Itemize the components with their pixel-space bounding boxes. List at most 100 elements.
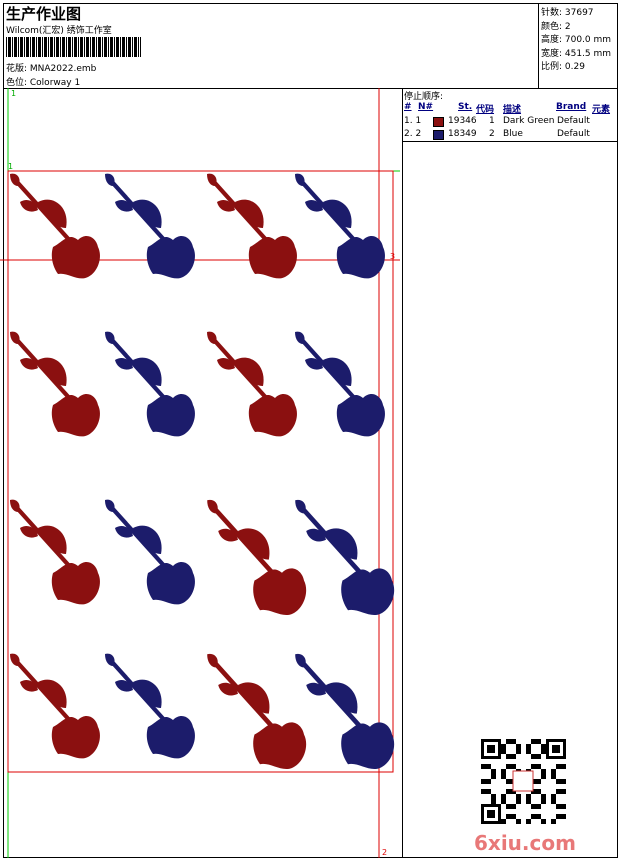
qr-cell bbox=[551, 799, 556, 804]
barcode-bar bbox=[8, 37, 11, 57]
info-line: 比例: 0.29 bbox=[541, 62, 585, 72]
barcode-bar bbox=[32, 37, 35, 57]
qr-cell bbox=[506, 779, 511, 784]
table-header: 描述 bbox=[503, 105, 522, 115]
qr-cell bbox=[541, 774, 546, 779]
qr-cell bbox=[536, 739, 541, 744]
row-code: 1 bbox=[489, 116, 495, 126]
barcode-bar bbox=[80, 37, 83, 57]
company: Wilcom(汇宏) 绣饰工作室 bbox=[6, 26, 112, 36]
barcode-bar bbox=[68, 37, 71, 57]
barcode-bar bbox=[24, 37, 25, 57]
row-brand: Default bbox=[557, 129, 590, 139]
qr-cell bbox=[541, 749, 546, 754]
marker: 1 bbox=[11, 89, 16, 98]
color-swatch bbox=[433, 130, 444, 140]
barcode-bar bbox=[110, 37, 113, 57]
qr-cell bbox=[531, 804, 536, 809]
barcode-bar bbox=[20, 37, 23, 57]
barcode-bar bbox=[120, 37, 121, 57]
barcode-bar bbox=[12, 37, 13, 57]
qr-cell bbox=[556, 779, 561, 784]
qr-cell bbox=[556, 764, 561, 769]
qr-cell bbox=[531, 739, 536, 744]
qr-cell bbox=[556, 804, 561, 809]
barcode-bar bbox=[134, 37, 137, 57]
qr-cell bbox=[511, 739, 516, 744]
qr-cell bbox=[506, 754, 511, 759]
row-stitches: 18349 bbox=[448, 129, 477, 139]
qr-cell bbox=[536, 754, 541, 759]
barcode-bar bbox=[78, 37, 79, 57]
qr-cell bbox=[516, 794, 521, 799]
table-header: Brand bbox=[556, 102, 587, 112]
leaf-motif bbox=[207, 499, 307, 616]
barcode-bar bbox=[30, 37, 31, 57]
right-panel bbox=[402, 88, 618, 858]
leaf-motif bbox=[10, 653, 100, 759]
qr-cell bbox=[491, 774, 496, 779]
qr-cell bbox=[556, 814, 561, 819]
row-description: Blue bbox=[503, 129, 523, 139]
barcode-bar bbox=[14, 37, 17, 57]
table-header: 元素 bbox=[592, 105, 611, 115]
qr-cell bbox=[551, 794, 556, 799]
barcode-bar bbox=[140, 37, 141, 57]
barcode-bar bbox=[92, 37, 95, 57]
barcode-bar bbox=[90, 37, 91, 57]
qr-cell bbox=[506, 814, 511, 819]
qr-cell bbox=[516, 744, 521, 749]
color-swatch bbox=[433, 117, 444, 127]
qr-cell bbox=[491, 794, 496, 799]
qr-cell bbox=[541, 744, 546, 749]
stop-title: 停止顺序: bbox=[404, 92, 444, 102]
qr-cell bbox=[556, 789, 561, 794]
barcode-bar bbox=[128, 37, 131, 57]
barcode-bar bbox=[42, 37, 43, 57]
qr-cell bbox=[541, 799, 546, 804]
qr-cell bbox=[481, 779, 486, 784]
barcode-bar bbox=[104, 37, 107, 57]
barcode-bar bbox=[62, 37, 65, 57]
qr-cell bbox=[536, 789, 541, 794]
watermark: 6xiu.com bbox=[474, 831, 576, 855]
qr-cell bbox=[486, 764, 491, 769]
marker: 1 bbox=[8, 162, 13, 171]
qr-cell bbox=[526, 799, 531, 804]
barcode-bar bbox=[26, 37, 29, 57]
qr-cell bbox=[491, 769, 496, 774]
leaf-motif bbox=[295, 331, 385, 437]
qr-cell bbox=[516, 749, 521, 754]
qr-cell bbox=[531, 754, 536, 759]
qr-cell bbox=[536, 779, 541, 784]
qr-cell bbox=[506, 764, 511, 769]
qr-cell bbox=[526, 819, 531, 824]
qr-cell bbox=[486, 779, 491, 784]
colorway: 色位: Colorway 1 bbox=[6, 78, 81, 88]
barcode-bar bbox=[66, 37, 67, 57]
qr-cell bbox=[536, 764, 541, 769]
row-index: 2. 2 bbox=[404, 129, 422, 139]
qr-cell bbox=[526, 744, 531, 749]
barcode-bar bbox=[6, 37, 7, 57]
info-line: 高度: 700.0 mm bbox=[541, 35, 612, 45]
leaf-motif bbox=[207, 653, 307, 770]
qr-cell bbox=[481, 764, 486, 769]
leaf-motif bbox=[105, 499, 195, 605]
barcode-bar bbox=[36, 37, 37, 57]
qr-cell bbox=[506, 804, 511, 809]
barcode-bar bbox=[72, 37, 73, 57]
marker: 2 bbox=[382, 848, 387, 857]
design-bounds bbox=[7, 170, 394, 773]
qr-finder bbox=[552, 745, 560, 753]
table-header: N# bbox=[418, 102, 434, 112]
qr-cell bbox=[561, 764, 566, 769]
qr-cell bbox=[531, 764, 536, 769]
leaf-motif bbox=[207, 173, 297, 279]
info-line: 颜色: 2 bbox=[541, 21, 571, 32]
qr-cell bbox=[541, 819, 546, 824]
qr-cell bbox=[511, 754, 516, 759]
qr-cell bbox=[526, 749, 531, 754]
